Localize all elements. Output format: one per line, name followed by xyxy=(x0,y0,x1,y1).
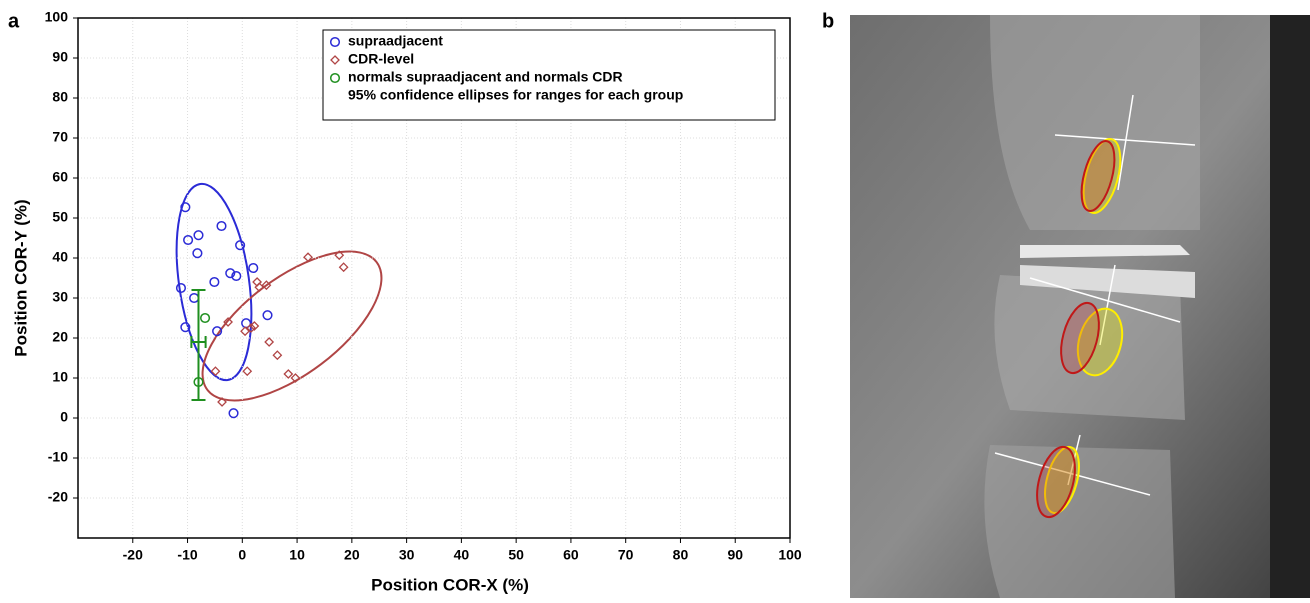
data-point xyxy=(243,367,251,375)
figure: a b Position COR-X (%) Position COR-Y (%… xyxy=(0,0,1310,598)
data-point xyxy=(340,263,348,271)
x-tick-label: 30 xyxy=(399,547,415,563)
y-tick-label: 0 xyxy=(60,409,68,425)
y-tick-label: 90 xyxy=(52,49,68,65)
panel-label: a xyxy=(8,10,20,32)
y-tick-label: 60 xyxy=(52,169,68,185)
x-tick-label: -10 xyxy=(177,547,197,563)
data-point xyxy=(249,264,258,273)
legend-note: 95% confidence ellipses for ranges for e… xyxy=(348,87,683,103)
x-tick-label: 80 xyxy=(673,547,689,563)
x-tick-label: 40 xyxy=(454,547,470,563)
data-point xyxy=(265,338,273,346)
x-tick-label: 20 xyxy=(344,547,360,563)
data-point xyxy=(201,314,210,323)
data-point xyxy=(194,231,203,240)
data-point xyxy=(193,249,202,258)
data-point xyxy=(217,222,226,231)
x-tick-label: 90 xyxy=(727,547,743,563)
data-point xyxy=(273,351,281,359)
y-tick-label: 70 xyxy=(52,129,68,145)
y-tick-label: 80 xyxy=(52,89,68,105)
data-point xyxy=(263,311,272,320)
x-tick-label: 50 xyxy=(508,547,524,563)
data-point xyxy=(184,236,193,245)
y-tick-label: 20 xyxy=(52,329,68,345)
y-tick-label: 100 xyxy=(45,9,69,25)
x-tick-label: 100 xyxy=(778,547,802,563)
y-tick-label: -10 xyxy=(48,449,68,465)
y-tick-label: 40 xyxy=(52,249,68,265)
x-axis-label: Position COR-X (%) xyxy=(371,575,529,594)
panel-label: b xyxy=(822,10,834,32)
xray-image xyxy=(850,15,1310,598)
y-tick-label: 50 xyxy=(52,209,68,225)
confidence-ellipse xyxy=(166,179,263,385)
x-tick-label: 70 xyxy=(618,547,634,563)
confidence-ellipse xyxy=(178,224,405,428)
y-tick-label: 10 xyxy=(52,369,68,385)
legend-label: supraadjacent xyxy=(348,33,443,49)
data-point xyxy=(229,409,238,418)
legend-label: normals supraadjacent and normals CDR xyxy=(348,69,623,85)
y-axis-label: Position COR-Y (%) xyxy=(11,199,30,356)
data-point xyxy=(284,370,292,378)
y-tick-label: 30 xyxy=(52,289,68,305)
y-tick-label: -20 xyxy=(48,489,68,505)
data-point xyxy=(190,294,199,303)
x-tick-label: 60 xyxy=(563,547,579,563)
x-tick-label: 0 xyxy=(238,547,246,563)
data-point xyxy=(210,278,219,287)
x-tick-label: 10 xyxy=(289,547,305,563)
x-tick-label: -20 xyxy=(123,547,143,563)
data-point xyxy=(177,284,186,293)
legend-label: CDR-level xyxy=(348,51,414,67)
